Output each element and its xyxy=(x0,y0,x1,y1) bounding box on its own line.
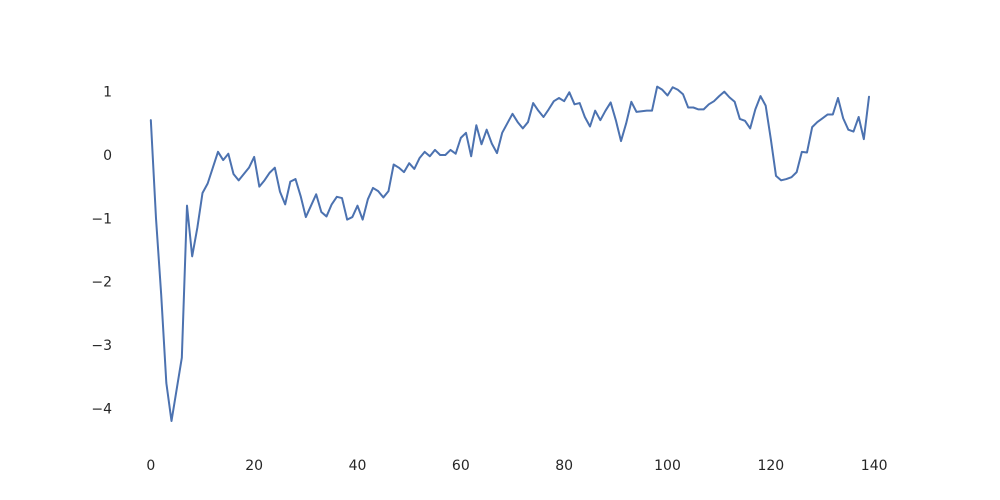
x-tick-label: 80 xyxy=(555,458,573,474)
x-tick-label: 20 xyxy=(245,458,263,474)
x-tick-label: 100 xyxy=(654,458,681,474)
x-tick-label: 40 xyxy=(349,458,367,474)
y-tick-label: −2 xyxy=(91,275,112,291)
x-axis-tick-labels: 0 20 40 60 80 100 120 140 xyxy=(146,458,887,474)
y-tick-label: 0 xyxy=(103,148,112,164)
x-tick-label: 140 xyxy=(861,458,888,474)
x-tick-label: 60 xyxy=(452,458,470,474)
x-tick-label: 0 xyxy=(146,458,155,474)
y-tick-label: −4 xyxy=(91,401,112,417)
y-tick-label: −3 xyxy=(91,338,112,354)
y-tick-label: 1 xyxy=(103,85,112,101)
data-series-line xyxy=(149,85,870,422)
x-tick-label: 120 xyxy=(757,458,784,474)
y-axis-tick-labels: 1 0 −1 −2 −3 −4 xyxy=(91,85,112,418)
y-tick-label: −1 xyxy=(91,211,112,227)
